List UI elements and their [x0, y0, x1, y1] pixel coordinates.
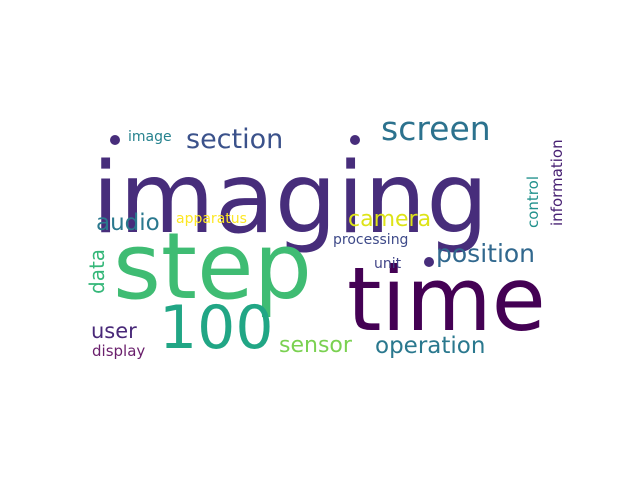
word-sensor: sensor	[279, 333, 353, 358]
word-100: 100	[159, 293, 274, 363]
word-information: information	[548, 139, 566, 226]
word-display: display	[92, 342, 145, 360]
word-operation: operation	[375, 333, 485, 359]
word-camera: camera	[348, 207, 431, 232]
word-image: image	[128, 129, 172, 145]
word-processing: processing	[333, 232, 408, 248]
word-audio: audio	[96, 210, 160, 236]
word-screen: screen	[381, 109, 491, 148]
word-unit: unit	[374, 256, 402, 272]
word-user: user	[91, 319, 137, 343]
word-section: section	[186, 124, 283, 155]
word-apparatus: apparatus	[176, 211, 247, 227]
word-position: position	[436, 239, 535, 268]
word-data: data	[85, 249, 109, 294]
word-control: control	[524, 176, 542, 228]
